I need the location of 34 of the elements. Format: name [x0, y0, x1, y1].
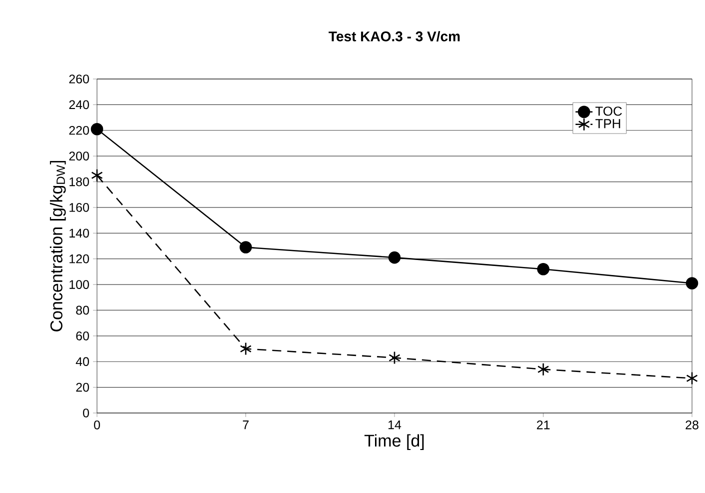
point [537, 362, 550, 376]
y-axis-title: Concentration [g/kg$_{DW}$] [50, 160, 66, 332]
point [240, 342, 252, 356]
legend-label: TPH [595, 119, 620, 128]
y-tick-label: 260 [69, 74, 89, 84]
y-tick-label: 240 [69, 100, 89, 110]
y-tick-label: 140 [70, 228, 89, 238]
y-tick-label: 100 [70, 280, 89, 289]
x-tick-label: 7 [242, 420, 249, 430]
y-tick-label: 60 [76, 331, 89, 340]
x-axis-title: Time [d] [364, 434, 424, 450]
y-tick-label: 0 [83, 408, 89, 418]
y-tick-label: 160 [70, 203, 89, 212]
legend-label: TOC [595, 106, 622, 116]
point [686, 277, 698, 290]
y-tick-label: 180 [70, 177, 89, 186]
point [388, 251, 401, 264]
point [240, 241, 252, 254]
point [90, 122, 104, 136]
y-tick-label: 80 [76, 306, 89, 315]
chart-title: Test KAO.3 - 3 V/cm [328, 31, 460, 42]
y-tick-label: 40 [76, 357, 89, 366]
point [686, 372, 698, 385]
point [91, 168, 103, 182]
y-tick-label: 200 [69, 152, 89, 160]
point [388, 351, 400, 364]
x-tick-label: 14 [388, 420, 402, 430]
x-tick-label: 0 [94, 420, 100, 430]
x-tick-label: 28 [686, 420, 698, 430]
y-tick-label: 220 [69, 126, 89, 135]
point [537, 262, 550, 276]
y-tick-label: 20 [76, 382, 89, 392]
y-tick-label: 120 [70, 254, 89, 264]
x-tick-label: 21 [536, 420, 550, 430]
